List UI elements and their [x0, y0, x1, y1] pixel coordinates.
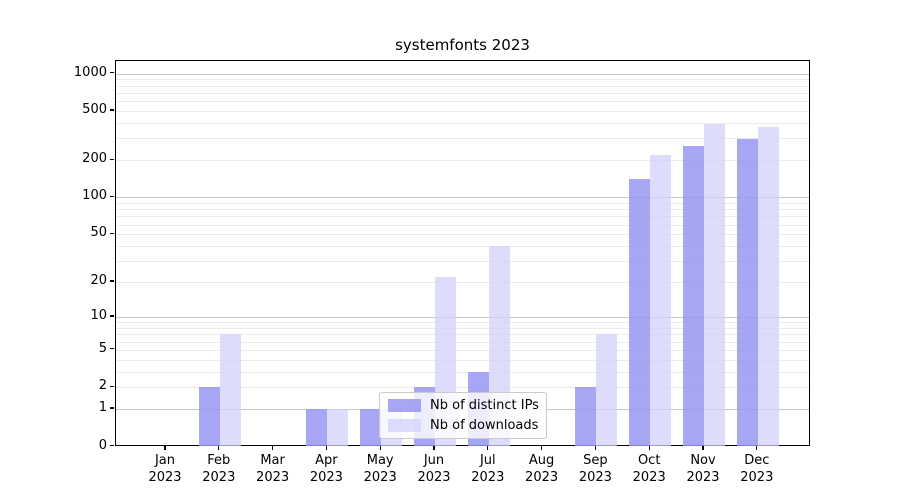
y-tick-label: 100: [82, 188, 107, 204]
gridline: [116, 341, 809, 343]
legend-item: Nb of distinct IPs: [388, 398, 539, 413]
y-tick-label: 50: [90, 225, 107, 241]
x-tick-label: Nov 2023: [686, 453, 720, 485]
y-tick-mark: [110, 232, 114, 234]
gridline: [116, 160, 809, 162]
y-tick-label: 1: [98, 400, 107, 416]
gridline: [116, 209, 809, 211]
bar: [736, 139, 758, 446]
bar: [650, 155, 672, 446]
gridline: [116, 138, 809, 140]
x-tick-mark: [594, 446, 597, 450]
x-tick-mark: [433, 446, 435, 450]
gridline: [116, 359, 809, 361]
y-tick-label: 20: [90, 273, 107, 289]
gridline: [116, 387, 809, 389]
bar: [360, 409, 382, 446]
gridline: [116, 322, 809, 324]
y-tick-label: 200: [82, 151, 107, 167]
legend-label: Nb of distinct IPs: [430, 398, 539, 413]
x-tick-mark: [540, 446, 543, 450]
bar: [306, 409, 328, 446]
x-tick-label: Apr 2023: [309, 453, 343, 485]
gridline: [116, 101, 809, 103]
bar: [683, 146, 704, 446]
x-tick-label: Aug 2023: [525, 453, 559, 485]
x-tick-label: Mar 2023: [256, 453, 290, 485]
legend-swatch: [388, 399, 421, 412]
plot-area: [115, 60, 810, 446]
bar: [575, 387, 597, 446]
x-tick-label: Jul 2023: [471, 453, 505, 485]
x-tick-mark: [271, 446, 274, 450]
x-tick-mark: [164, 446, 166, 450]
gridline: [116, 110, 809, 112]
legend-label: Nb of downloads: [430, 418, 539, 433]
y-tick-label: 0: [98, 437, 107, 453]
gridline: [116, 371, 809, 373]
x-tick-label: Sep 2023: [578, 453, 612, 485]
x-tick-mark: [379, 446, 381, 450]
chart-title: systemfonts 2023: [395, 36, 530, 54]
y-tick-mark: [110, 348, 114, 350]
gridline: [116, 349, 809, 351]
gridline: [116, 234, 809, 236]
gridline: [116, 197, 809, 199]
bar: [704, 124, 725, 446]
x-tick-mark: [325, 446, 328, 450]
y-tick-mark: [110, 71, 114, 74]
y-tick-mark: [110, 315, 114, 317]
gridline: [116, 92, 809, 94]
y-tick-mark: [110, 444, 114, 447]
x-tick-label: May 2023: [363, 453, 397, 485]
gridline: [116, 73, 809, 75]
bar: [596, 334, 618, 446]
legend-item: Nb of downloads: [388, 418, 538, 433]
x-tick-label: Dec 2023: [740, 453, 774, 485]
y-tick-label: 5: [98, 340, 107, 356]
bar: [629, 179, 651, 446]
y-tick-mark: [110, 195, 114, 198]
gridline: [116, 85, 809, 87]
x-tick-label: Feb 2023: [202, 453, 236, 485]
gridline: [116, 79, 809, 81]
y-tick-label: 2: [98, 378, 107, 394]
gridline: [116, 216, 809, 218]
gridline: [116, 282, 809, 284]
y-tick-label: 500: [82, 101, 107, 117]
gridline: [116, 317, 809, 319]
x-tick-label: Jun 2023: [417, 453, 451, 485]
x-tick-label: Oct 2023: [632, 453, 666, 485]
gridline: [116, 246, 809, 247]
gridline: [116, 224, 809, 226]
y-tick-mark: [110, 158, 114, 160]
bar: [219, 334, 241, 446]
y-tick-label: 1000: [73, 64, 107, 80]
gridline: [116, 261, 809, 263]
x-tick-label: Jan 2023: [148, 453, 182, 485]
y-tick-mark: [110, 385, 114, 387]
legend-swatch: [388, 419, 421, 432]
gridline: [116, 327, 809, 329]
x-tick-mark: [218, 446, 220, 450]
x-tick-mark: [702, 446, 704, 450]
gridline: [116, 203, 809, 204]
bar: [327, 409, 349, 446]
x-tick-mark: [648, 446, 650, 450]
bar: [198, 387, 220, 446]
gridline: [116, 334, 809, 336]
y-tick-label: 10: [90, 308, 107, 324]
x-tick-mark: [756, 446, 758, 450]
bar: [757, 127, 779, 446]
y-tick-mark: [110, 280, 114, 282]
y-tick-mark: [110, 407, 114, 409]
y-tick-mark: [110, 109, 114, 111]
x-tick-mark: [487, 446, 489, 450]
gridline: [116, 122, 809, 124]
legend: Nb of distinct IPs Nb of downloads: [379, 392, 547, 439]
